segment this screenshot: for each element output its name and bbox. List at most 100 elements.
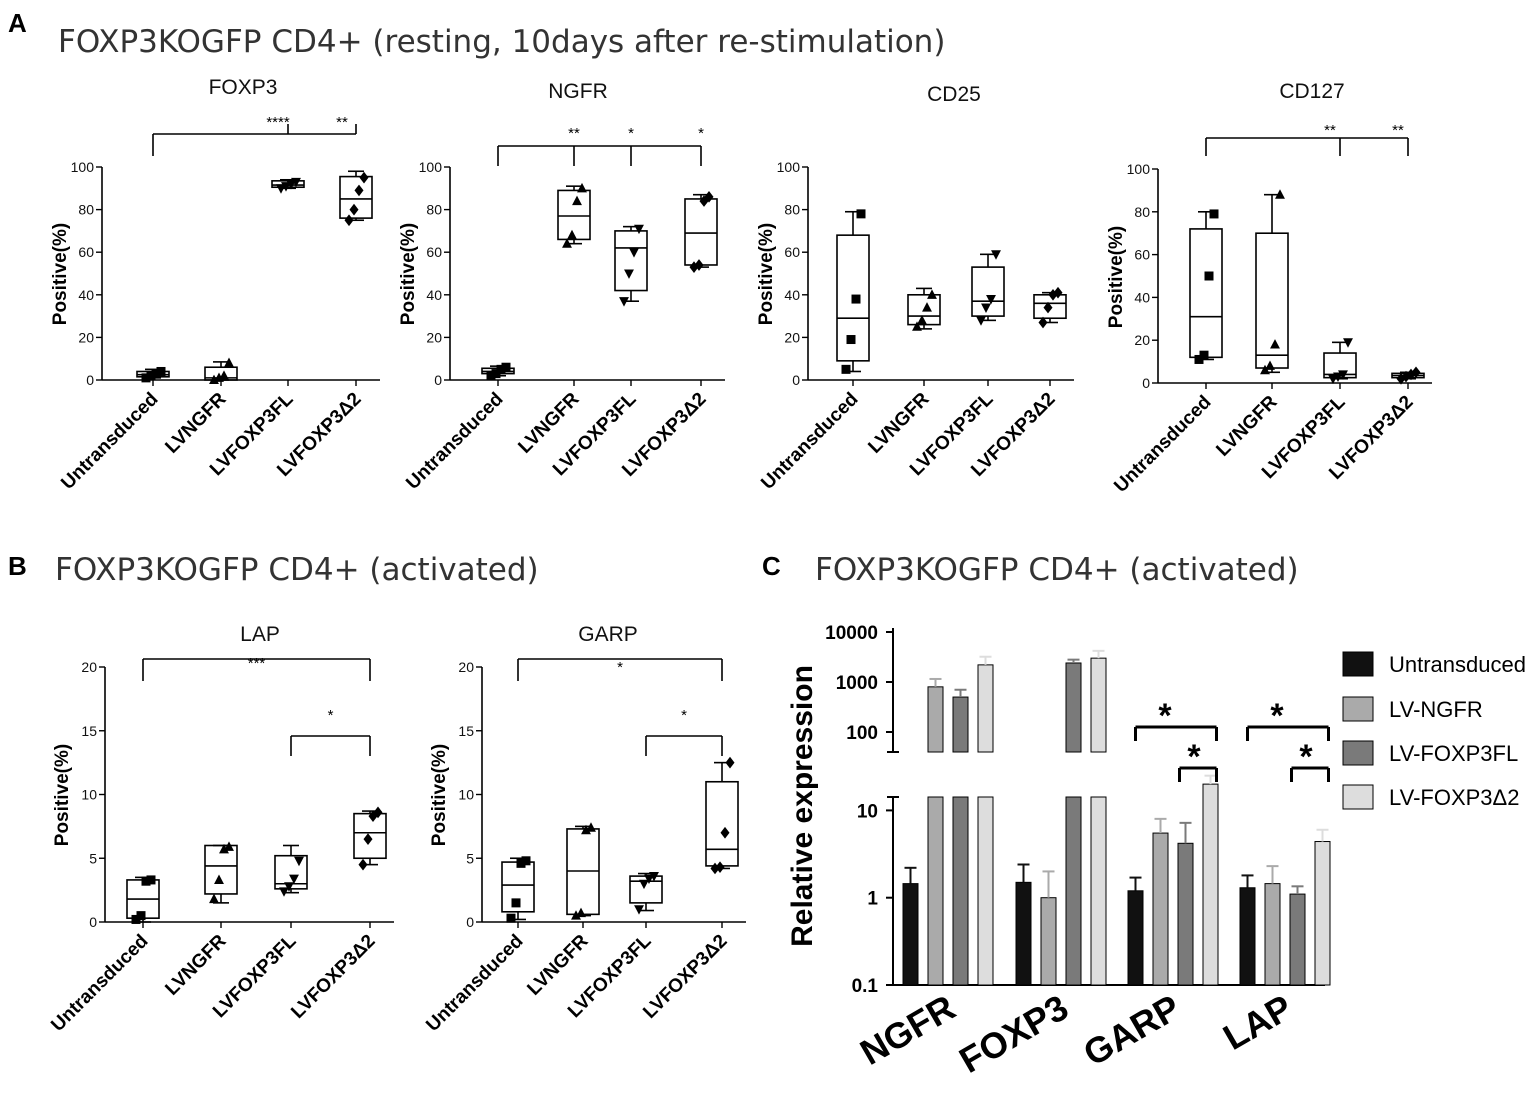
panel-letter-c: C (762, 551, 781, 581)
y-axis-label: Positive(%) (52, 744, 73, 846)
bar-untransduced-ngfr (902, 883, 919, 986)
y-tick-label: 10 (857, 801, 878, 822)
bar-lv-ngfr-ngfr-lower (927, 796, 944, 986)
y-tick-label: 20 (81, 659, 97, 675)
y-axis-label: Positive(%) (1106, 226, 1127, 328)
data-point (284, 882, 294, 892)
data-point (1209, 209, 1219, 219)
data-point (224, 841, 234, 851)
y-tick-label: 5 (89, 850, 97, 866)
y-tick-label: 20 (458, 659, 474, 675)
y-tick-label: 0 (89, 914, 97, 930)
y-tick-label: 5 (466, 850, 474, 866)
data-point (1043, 301, 1053, 314)
y-tick-label: 60 (784, 244, 800, 260)
data-point (1411, 366, 1421, 379)
data-point (156, 366, 166, 376)
data-point (344, 214, 354, 227)
legend-swatch-untransduced (1342, 651, 1374, 677)
legend-label-lv-foxp3-2: LV-FOXP3Δ2 (1389, 785, 1519, 810)
data-point (976, 316, 986, 326)
y-tick-label: 80 (78, 202, 94, 218)
box-iqr (614, 230, 648, 292)
y-tick-label: 20 (784, 329, 800, 345)
y-tick-label: 100 (419, 159, 443, 175)
data-point (146, 875, 156, 885)
data-point (571, 910, 581, 920)
data-point (279, 887, 289, 897)
data-point (359, 171, 369, 184)
data-point (486, 371, 496, 381)
data-point (624, 269, 634, 279)
significance-label: ** (336, 114, 348, 131)
box-iqr (684, 198, 718, 266)
data-point (586, 822, 596, 832)
bar-lv-ngfr-lap (1264, 883, 1281, 986)
y-tick-label: 0 (86, 372, 94, 388)
x-category-label: NGFR (853, 986, 962, 1073)
data-point (851, 294, 861, 304)
x-category-label: FOXP3 (952, 986, 1075, 1081)
box-iqr (1189, 228, 1223, 359)
chart-title: NGFR (548, 80, 608, 103)
box-iqr (204, 844, 238, 895)
y-tick-label: 20 (1134, 332, 1150, 348)
data-point (725, 756, 735, 769)
data-point (349, 203, 359, 216)
y-tick-label: 20 (78, 329, 94, 345)
y-axis-label: Positive(%) (429, 744, 450, 846)
panel-b-heading: FOXP3KOGFP CD4+ (activated) (55, 552, 539, 588)
data-point (715, 861, 725, 874)
y-tick-label: 80 (784, 202, 800, 218)
chart-title: CD127 (1279, 80, 1344, 103)
data-point (856, 209, 866, 219)
legend-swatch-lv-foxp3-2 (1342, 784, 1374, 810)
data-point (209, 893, 219, 904)
y-axis-label: Positive(%) (756, 223, 777, 325)
data-point (151, 369, 161, 379)
bar-lv-foxp3fl-ngfr (952, 696, 969, 753)
x-category-label: LVNGFR (1212, 391, 1281, 460)
data-point (644, 874, 654, 885)
significance-label: * (1299, 738, 1313, 776)
data-point (354, 184, 364, 197)
data-point (1199, 350, 1209, 360)
data-point (841, 364, 851, 374)
y-tick-label: 10000 (825, 623, 878, 644)
data-point (1260, 364, 1270, 375)
bar-lv-foxp3fl-lap (1289, 893, 1306, 986)
significance-label: ** (1392, 122, 1404, 139)
data-point (496, 364, 506, 374)
data-point (619, 297, 629, 307)
data-point (704, 190, 714, 203)
y-tick-label: 0 (792, 372, 800, 388)
bar-lv-foxp3-2-ngfr-lower (977, 796, 994, 986)
box-iqr (705, 780, 739, 867)
significance-label: **** (266, 114, 290, 131)
y-axis-label: Positive(%) (398, 223, 419, 325)
data-point (634, 905, 644, 915)
box-iqr (836, 234, 870, 362)
bar-lv-foxp3fl-foxp3-lower (1065, 796, 1082, 986)
significance-label: * (1158, 697, 1172, 735)
data-point (1053, 286, 1063, 299)
panel-letter-a: A (8, 8, 27, 38)
data-point (219, 843, 229, 854)
data-point (572, 195, 582, 206)
data-point (224, 357, 234, 368)
data-point (981, 303, 991, 313)
data-point (1396, 372, 1406, 385)
y-tick-label: 40 (78, 287, 94, 303)
x-category-label: LVFOXP3Δ2 (287, 931, 379, 1023)
box-iqr (274, 854, 308, 890)
bar-lv-foxp3fl-ngfr-lower (952, 796, 969, 986)
y-tick-label: 100 (71, 159, 95, 175)
y-tick-label: 100 (777, 159, 801, 175)
legend-swatch-lv-ngfr (1342, 696, 1374, 722)
data-point (1270, 339, 1280, 349)
x-category-label: Untransduced (57, 389, 162, 494)
data-point (694, 259, 704, 271)
significance-label: * (617, 659, 623, 676)
data-point (567, 229, 577, 240)
significance-label: *** (248, 655, 266, 672)
